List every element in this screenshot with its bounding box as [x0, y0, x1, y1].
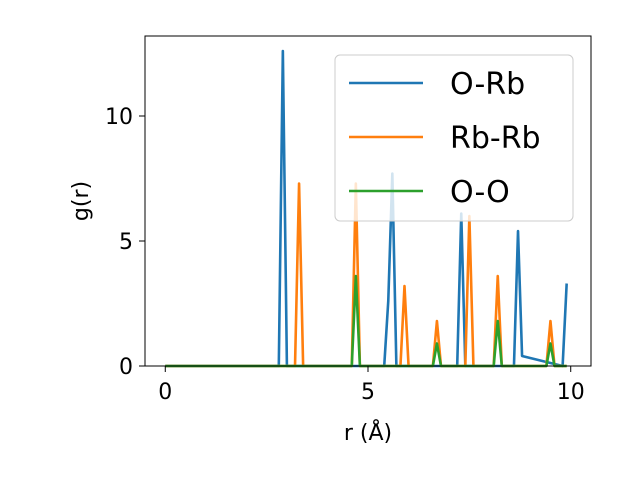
x-axis-ticks: 0 5 10: [158, 366, 585, 405]
legend-box: [334, 54, 574, 222]
y-tick-label: 10: [105, 105, 133, 130]
y-tick-label: 5: [119, 230, 133, 255]
x-tick-label: 5: [361, 380, 375, 405]
y-axis-ticks: 0 5 10: [105, 105, 145, 380]
x-tick-label: 0: [158, 380, 172, 405]
y-axis-label: g(r): [69, 181, 94, 221]
legend-label-o-o: O-O: [450, 175, 510, 210]
legend-label-rb-rb: Rb-Rb: [450, 121, 541, 156]
x-tick-label: 10: [557, 380, 585, 405]
legend: O-Rb Rb-Rb O-O: [334, 54, 574, 222]
series-line-o-o: [165, 274, 567, 368]
y-tick-label: 0: [119, 355, 133, 380]
x-axis-label: r (Å): [344, 419, 392, 446]
legend-label-o-rb: O-Rb: [450, 67, 525, 102]
